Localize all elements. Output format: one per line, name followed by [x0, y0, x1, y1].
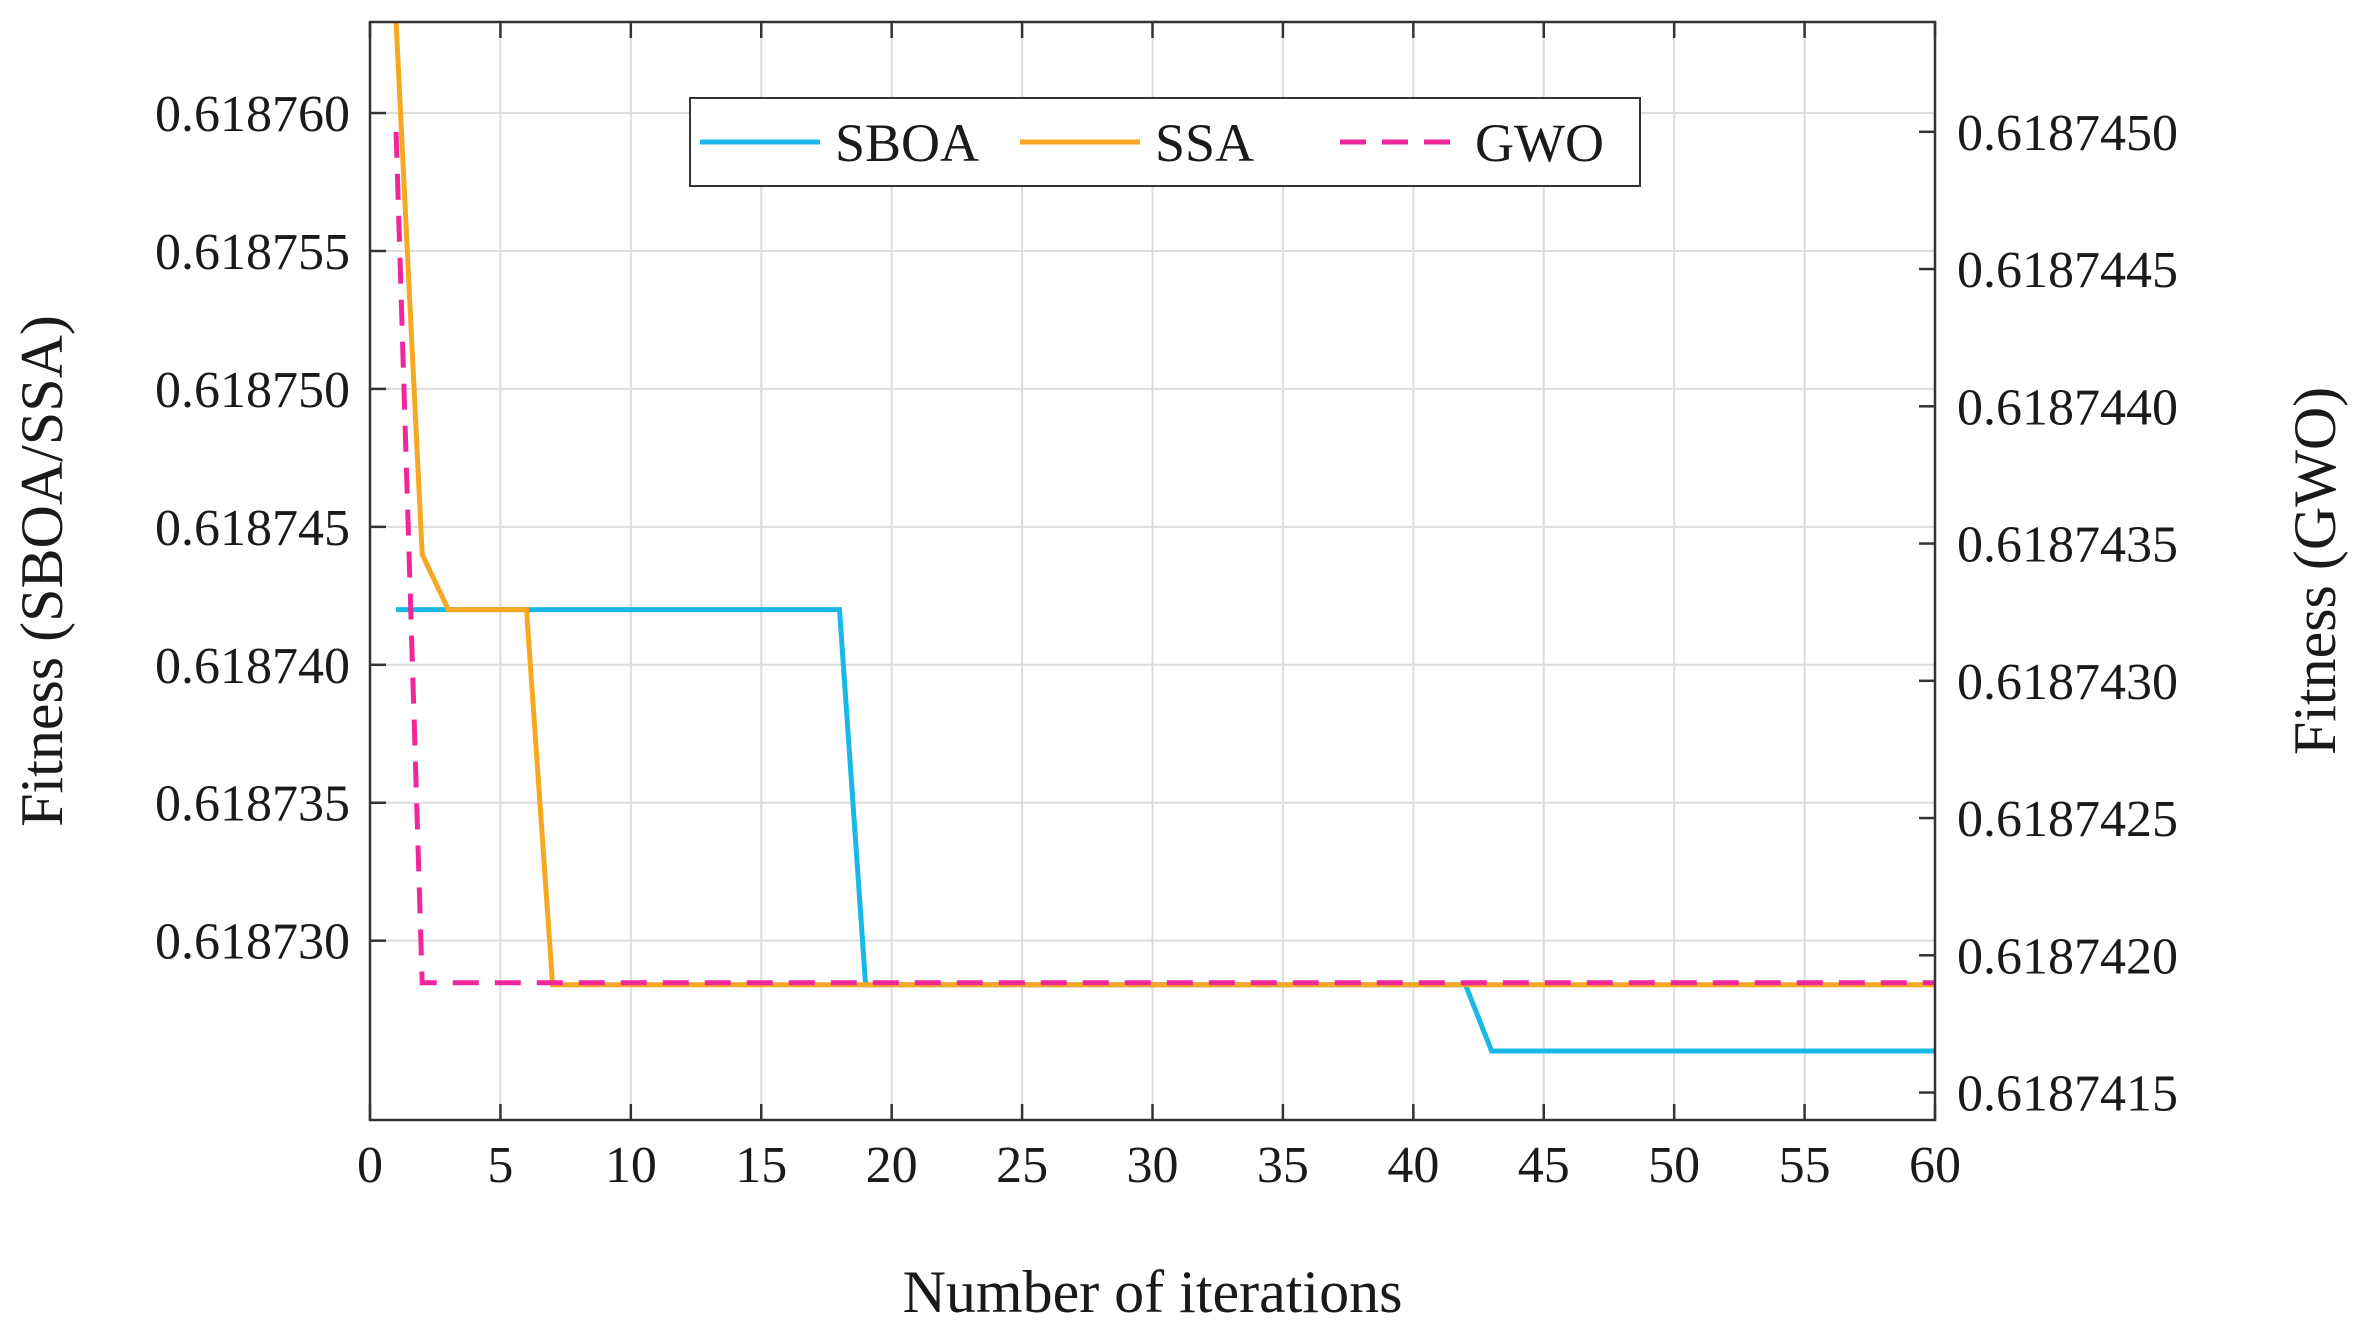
legend-label-gwo: GWO: [1475, 113, 1604, 173]
y-right-tick-label: 0.6187425: [1957, 791, 2178, 848]
y-left-tick-label: 0.618760: [155, 86, 350, 143]
x-tick-label: 15: [735, 1137, 787, 1194]
y-axis-left-title: Fitness (SBOA/SSA): [9, 315, 75, 827]
x-tick-label: 0: [357, 1137, 383, 1194]
x-tick-label: 60: [1909, 1137, 1961, 1194]
x-tick-label: 10: [605, 1137, 657, 1194]
legend-label-sboa: SBOA: [835, 113, 979, 173]
legend: SBOA SSA GWO: [689, 97, 1641, 187]
x-tick-label: 5: [487, 1137, 513, 1194]
x-tick-label: 55: [1779, 1137, 1831, 1194]
series-line-gwo: [393, 131, 1935, 986]
x-tick-label: 35: [1257, 1137, 1309, 1194]
y-right-tick-label: 0.6187450: [1957, 105, 2178, 162]
y-right-tick-label: 0.6187445: [1957, 242, 2178, 299]
y-left-tick-label: 0.618740: [155, 638, 350, 695]
x-tick-label: 30: [1127, 1137, 1179, 1194]
legend-label-ssa: SSA: [1155, 113, 1254, 173]
y-left-tick-label: 0.618745: [155, 500, 350, 557]
x-tick-label: 40: [1387, 1137, 1439, 1194]
x-tick-label: 20: [866, 1137, 918, 1194]
x-tick-label: 45: [1518, 1137, 1570, 1194]
x-tick-label: 50: [1648, 1137, 1700, 1194]
label-layer: 0 5 10 15 20 25 30 35 40 45 50 55 60 0.618730 0.618735…: [155, 86, 2178, 1194]
y-right-tick-label: 0.6187420: [1957, 928, 2178, 985]
series-line-ssa: [393, 22, 1935, 988]
series-layer: [393, 22, 1935, 1054]
legend-box: [689, 97, 1641, 187]
x-axis-title: Number of iterations: [903, 1259, 1403, 1325]
y-left-tick-label: 0.618730: [155, 914, 350, 971]
y-left-tick-label: 0.618735: [155, 776, 350, 833]
y-axis-right-title: Fitness (GWO): [2282, 387, 2348, 755]
y-right-tick-label: 0.6187435: [1957, 517, 2178, 574]
x-tick-label: 25: [996, 1137, 1048, 1194]
tick-layer: [368, 22, 1937, 1120]
y-right-tick-label: 0.6187415: [1957, 1066, 2178, 1123]
y-right-tick-label: 0.6187440: [1957, 379, 2178, 436]
y-left-tick-label: 0.618755: [155, 224, 350, 281]
y-right-tick-label: 0.6187430: [1957, 654, 2178, 711]
y-left-tick-label: 0.618750: [155, 362, 350, 419]
